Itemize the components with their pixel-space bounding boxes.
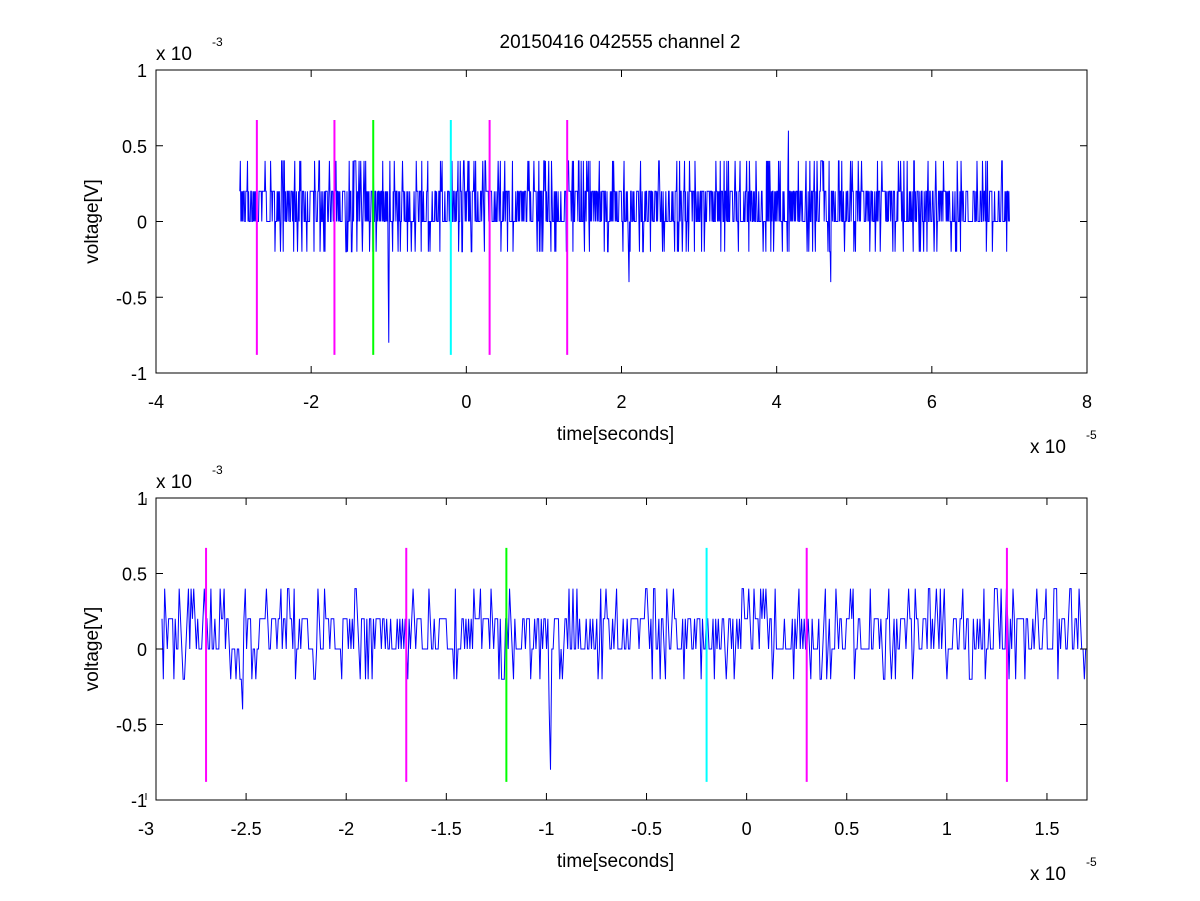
y-tick-label: 0.5 — [122, 565, 147, 585]
y-exponent-power: -3 — [212, 463, 223, 477]
y-tick-label: 0 — [137, 213, 147, 233]
x-axis-label: time[seconds] — [557, 851, 674, 872]
y-exponent-power: -3 — [212, 35, 223, 49]
figure-title: 20150416 042555 channel 2 — [500, 32, 741, 53]
x-tick-label: 4 — [772, 392, 782, 412]
x-tick-label: 2 — [616, 392, 626, 412]
y-tick-label: 1 — [137, 489, 147, 509]
signal-trace — [161, 588, 1087, 770]
top-subplot: -4 -2 0 2 4 6 8 1 0.5 0 -0.5 -1 time[seconds] voltage… — [82, 35, 1097, 458]
x-exponent-power: -5 — [1086, 428, 1097, 442]
x-tick-label: -3 — [138, 819, 154, 839]
x-exponent-label: x 10 — [1030, 437, 1066, 458]
x-tick-label: 1 — [942, 819, 952, 839]
y-tick-label: -0.5 — [116, 716, 147, 736]
y-tick-label: -0.5 — [116, 288, 147, 308]
y-tick-label: -1 — [131, 791, 147, 811]
x-tick-label: -0.5 — [631, 819, 662, 839]
x-tick-label: 0 — [742, 819, 752, 839]
x-exponent-label: x 10 — [1030, 864, 1066, 885]
x-tick-label: 6 — [927, 392, 937, 412]
y-axis-label: voltage[V] — [82, 607, 103, 692]
x-tick-label: 0.5 — [834, 819, 859, 839]
y-tick-label: 1 — [137, 61, 147, 81]
y-exponent-label: x 10 — [156, 44, 192, 65]
y-tick-label: 0.5 — [122, 137, 147, 157]
y-tick-label: -1 — [131, 364, 147, 384]
x-tick-label: -2 — [338, 819, 354, 839]
x-tick-label: -2.5 — [231, 819, 262, 839]
x-tick-label: 0 — [461, 392, 471, 412]
y-axis-label: voltage[V] — [82, 179, 103, 264]
x-tick-label: 1.5 — [1034, 819, 1059, 839]
x-tick-label: -1.5 — [431, 819, 462, 839]
x-tick-label: 8 — [1082, 392, 1092, 412]
bottom-subplot: -3 -2.5 -2 -1.5 -1 -0.5 0 0.5 1 1.510.50-0.5-1tim… — [82, 463, 1097, 885]
x-exponent-power: -5 — [1086, 855, 1097, 869]
x-axis-label: time[seconds] — [557, 424, 674, 445]
x-tick-label: -1 — [538, 819, 554, 839]
x-tick-label: -4 — [148, 392, 164, 412]
signal-trace — [239, 130, 1010, 343]
x-tick-label: -2 — [303, 392, 319, 412]
y-tick-label: 0 — [137, 640, 147, 660]
y-exponent-label: x 10 — [156, 472, 192, 493]
